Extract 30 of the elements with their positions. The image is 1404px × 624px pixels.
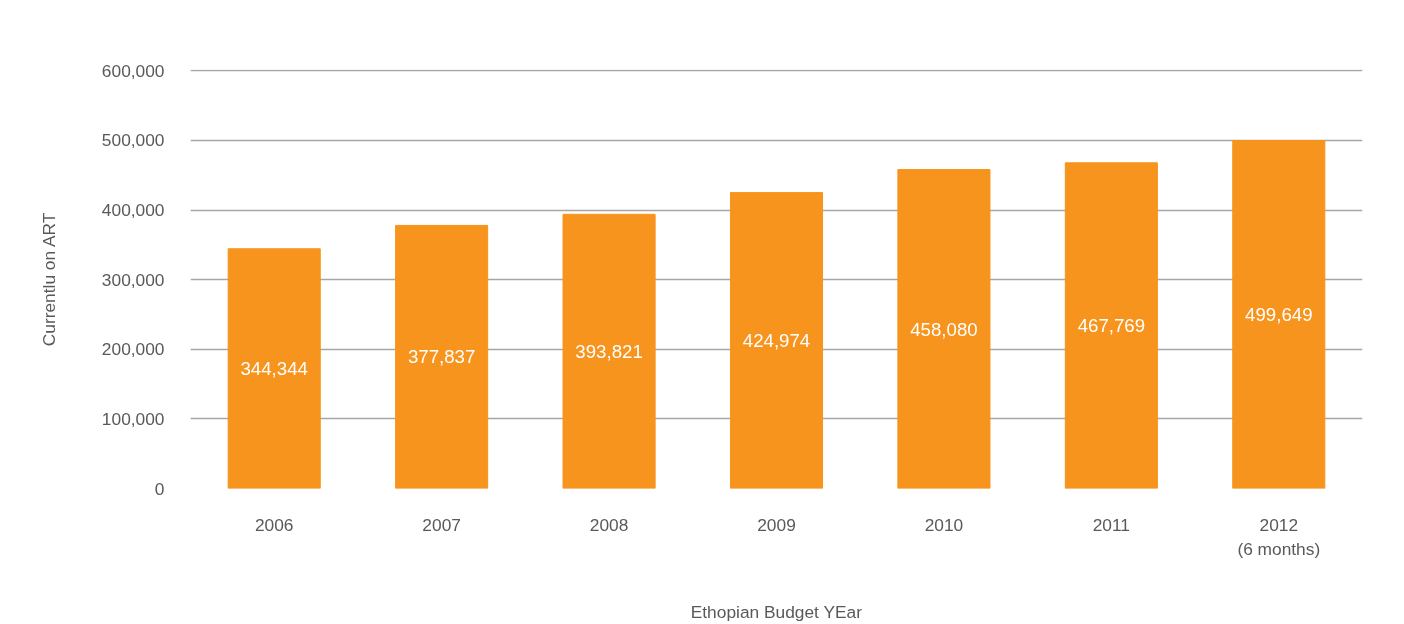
y-tick-label: 200,000 bbox=[101, 339, 165, 360]
y-tick-label: 400,000 bbox=[101, 200, 165, 220]
x-axis-title: Ethopian Budget YEar bbox=[690, 601, 863, 622]
bar bbox=[1064, 162, 1158, 489]
bar bbox=[897, 169, 991, 489]
bar bbox=[1232, 140, 1326, 489]
data-label: 467,769 bbox=[1077, 315, 1146, 337]
data-label: 424,974 bbox=[742, 330, 811, 352]
x-tick-label: 2008 bbox=[589, 514, 629, 535]
data-label: 499,649 bbox=[1245, 304, 1313, 326]
bar bbox=[729, 192, 824, 489]
data-label: 458,080 bbox=[910, 318, 978, 340]
data-label: 344,344 bbox=[240, 358, 308, 380]
x-tick-label: 2011 bbox=[1092, 514, 1130, 535]
y-tick-label: 300,000 bbox=[101, 269, 165, 290]
y-tick-label: 500,000 bbox=[101, 130, 165, 151]
x-tick-label: 2006 bbox=[254, 514, 294, 535]
bar bbox=[562, 213, 656, 489]
data-label: 377,837 bbox=[407, 346, 476, 368]
y-tick-label: 0 bbox=[154, 478, 165, 499]
x-tick-label: 2010 bbox=[924, 514, 964, 535]
x-tick-label: 2007 bbox=[422, 514, 461, 535]
x-tick-label: 2009 bbox=[757, 514, 796, 535]
y-axis-title: Currentlu on ART bbox=[38, 212, 59, 347]
bar bbox=[395, 224, 489, 489]
bar bbox=[227, 248, 321, 489]
y-tick-label: 600,000 bbox=[101, 60, 165, 81]
data-label: 393,821 bbox=[575, 340, 643, 362]
x-tick-label: 2012 (6 months) bbox=[1237, 514, 1321, 559]
y-tick-label: 100,000 bbox=[101, 408, 165, 429]
